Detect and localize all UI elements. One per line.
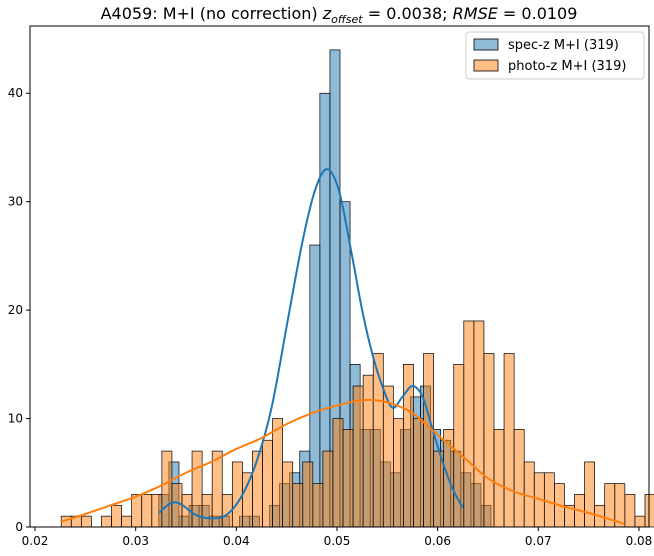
- series-1-bar: [352, 385, 364, 528]
- x-tick-label: 0.08: [626, 534, 653, 548]
- legend-swatch-spec-z: [473, 38, 499, 51]
- series-1-bar: [121, 515, 133, 528]
- y-tick-label: 10: [8, 412, 23, 426]
- series-1-bar: [393, 418, 404, 528]
- series-1-bar: [211, 450, 223, 528]
- series-1-bar: [342, 429, 354, 528]
- chart-title: A4059: M+I (no correction) zoffset = 0.0…: [101, 4, 578, 26]
- series-1-bar: [413, 418, 424, 528]
- y-tick-label: 0: [15, 520, 23, 534]
- series-1-bars: [60, 320, 654, 528]
- series-1-bar: [141, 494, 153, 528]
- series-1-bar: [493, 429, 505, 528]
- series-0-kde-line: [158, 168, 464, 520]
- x-tick-label: 0.03: [122, 534, 149, 548]
- legend-swatch-photo-z: [473, 59, 499, 72]
- legend-label-photo-z: photo-z M+I (319): [508, 59, 626, 74]
- series-1-bar: [483, 353, 495, 528]
- x-tick-label: 0.04: [223, 534, 250, 548]
- series-1-bar: [362, 374, 374, 528]
- kde-layer: [60, 168, 625, 525]
- y-tick-label: 20: [8, 303, 23, 317]
- series-1-bar: [503, 353, 515, 528]
- series-1-bar: [463, 320, 475, 528]
- series-1-bar: [272, 418, 283, 528]
- series-1-bar: [302, 461, 314, 528]
- series-1-bar: [543, 472, 555, 528]
- x-tick-label: 0.02: [22, 534, 49, 548]
- series-1-bar: [101, 515, 112, 528]
- y-tick-label: 30: [8, 195, 23, 209]
- series-1-bar: [171, 483, 183, 528]
- series-1-bar: [372, 353, 384, 528]
- series-1-bar: [624, 494, 636, 528]
- series-1-bar: [131, 494, 143, 528]
- series-1-bar: [111, 504, 122, 528]
- plot-frame: [29, 25, 650, 528]
- series-1-bar: [242, 472, 253, 528]
- series-1-bar: [473, 320, 485, 528]
- series-1-bar: [201, 494, 213, 528]
- series-1-bar: [423, 353, 434, 528]
- series-1-bar: [453, 363, 465, 528]
- series-1-bar: [262, 439, 273, 528]
- series-1-bar: [231, 461, 243, 528]
- legend-frame: [465, 31, 645, 80]
- x-tick-label: 0.06: [424, 534, 451, 548]
- series-1-bar: [513, 429, 525, 528]
- x-tick-label: 0.05: [324, 534, 351, 548]
- axes-layer: 0.02 0.03 0.04 0.05 0.06 0.07 0.08 0 10 20 30 40: [8, 25, 653, 548]
- series-1-bar: [322, 450, 334, 528]
- series-1-bar: [161, 450, 173, 528]
- series-1-bar: [80, 515, 92, 528]
- series-1-kde-line: [60, 398, 625, 525]
- series-1-bar: [584, 461, 596, 528]
- series-1-bar: [634, 515, 646, 528]
- legend-label-spec-z: spec-z M+I (319): [508, 38, 619, 53]
- x-tick-label: 0.07: [525, 534, 552, 548]
- legend: spec-z M+I (319) photo-z M+I (319): [465, 31, 645, 80]
- series-1-bar: [252, 450, 263, 528]
- series-1-bar: [332, 418, 344, 528]
- y-tick-label: 40: [8, 86, 23, 100]
- series-1-bar: [282, 461, 294, 528]
- series-1-bar: [292, 483, 304, 528]
- series-1-bar: [312, 483, 324, 528]
